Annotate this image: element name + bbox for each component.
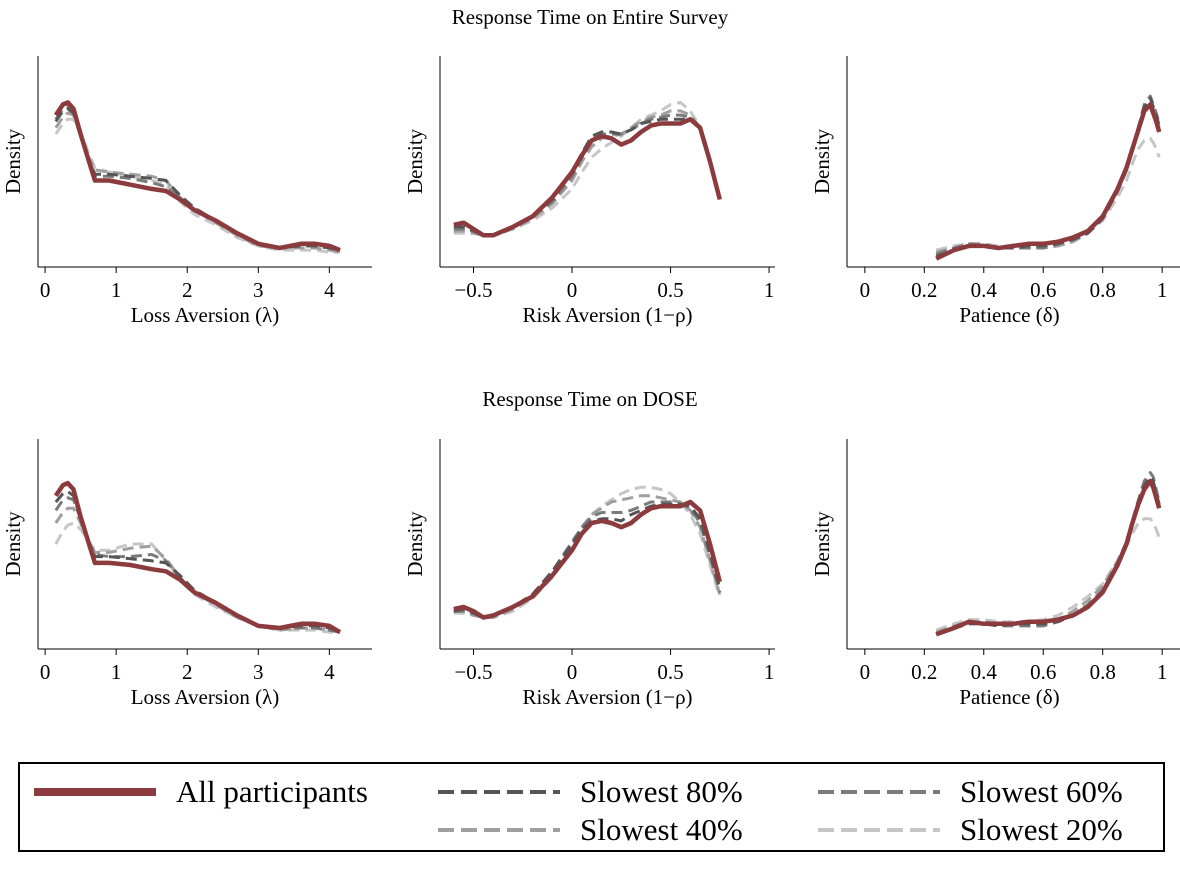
density-panel-0-1: −0.5 0 0.5 1 Risk Aversion (1−ρ) Density xyxy=(403,56,775,327)
legend: All participants Slowest 80% Slowest 60%… xyxy=(18,762,1165,852)
x-tick-label: 1 xyxy=(764,660,775,684)
x-tick-label: 1 xyxy=(1157,278,1168,302)
series-line-s40 xyxy=(935,479,1161,634)
x-tick-label: 4 xyxy=(324,660,335,684)
legend-swatch-all xyxy=(34,788,156,796)
series-line-s60 xyxy=(54,496,341,634)
series-line-s20 xyxy=(935,136,1161,252)
x-tick-label: 3 xyxy=(253,278,264,302)
series-line-all xyxy=(935,102,1162,261)
x-tick-label: 2 xyxy=(182,278,193,302)
x-tick-label: 4 xyxy=(324,278,335,302)
x-tick-label: 0 xyxy=(860,278,871,302)
x-tick-label: 0.4 xyxy=(971,660,998,684)
y-axis-label: Density xyxy=(403,128,427,194)
x-tick-label: 0.8 xyxy=(1090,278,1116,302)
series-line-all xyxy=(453,117,722,238)
series-line-s20 xyxy=(54,117,340,254)
series-line-s40 xyxy=(453,109,722,237)
x-tick-label: 0.2 xyxy=(911,660,937,684)
x-tick-label: 2 xyxy=(182,660,193,684)
x-tick-label: 0.5 xyxy=(657,278,683,302)
x-tick-label: 1 xyxy=(764,278,775,302)
series-line-s60 xyxy=(453,113,722,237)
x-tick-label: 1 xyxy=(1157,660,1168,684)
density-panels: 0 1 2 3 4 Loss Aversion (λ) Density −0.5 0 0.5 1 Ri… xyxy=(1,56,1180,709)
legend-swatch-s80 xyxy=(438,790,560,794)
x-axis-label: Risk Aversion (1−ρ) xyxy=(522,685,692,709)
x-tick-label: 0.4 xyxy=(971,278,998,302)
x-axis-label: Risk Aversion (1−ρ) xyxy=(522,303,692,327)
legend-swatch-s40 xyxy=(438,828,560,832)
series-line-s20 xyxy=(935,517,1161,632)
x-tick-label: 0 xyxy=(40,278,51,302)
series-line-s80 xyxy=(935,96,1161,258)
row-title-dose: Response Time on DOSE xyxy=(482,387,698,411)
series-line-all xyxy=(935,478,1162,637)
x-axis-label: Patience (δ) xyxy=(959,685,1059,709)
x-tick-label: 0.8 xyxy=(1090,660,1116,684)
density-panel-1-1: −0.5 0 0.5 1 Risk Aversion (1−ρ) Density xyxy=(403,439,775,709)
legend-item-s60: Slowest 60% xyxy=(818,772,1123,812)
x-tick-label: 0 xyxy=(567,278,578,302)
y-axis-label: Density xyxy=(1,128,25,194)
legend-label-s20: Slowest 20% xyxy=(960,812,1123,847)
series-line-all xyxy=(453,499,722,620)
series-line-all xyxy=(53,480,342,635)
x-axis-label: Loss Aversion (λ) xyxy=(131,685,280,709)
legend-label-s40: Slowest 40% xyxy=(580,812,743,847)
x-tick-label: 0 xyxy=(567,660,578,684)
series-line-all xyxy=(53,100,341,253)
y-axis-label: Density xyxy=(810,128,834,194)
y-axis-label: Density xyxy=(810,511,834,577)
x-tick-label: −0.5 xyxy=(454,660,492,684)
series-line-s40 xyxy=(935,100,1161,254)
row-title-entire-survey: Response Time on Entire Survey xyxy=(451,5,729,29)
y-axis-label: Density xyxy=(1,511,25,577)
x-tick-label: 1 xyxy=(111,278,122,302)
legend-label-s80: Slowest 80% xyxy=(580,774,743,809)
series-line-s80 xyxy=(935,475,1161,636)
x-tick-label: 0.6 xyxy=(1030,278,1056,302)
x-tick-label: 0.6 xyxy=(1030,660,1056,684)
x-axis-label: Patience (δ) xyxy=(959,303,1059,327)
x-tick-label: 0.5 xyxy=(657,660,683,684)
series-line-s40 xyxy=(453,494,722,619)
legend-label-all: All participants xyxy=(176,774,368,809)
x-tick-label: 0.2 xyxy=(911,278,937,302)
density-panel-0-2: 0 0.2 0.4 0.6 0.8 1 Patience (δ) Density xyxy=(810,56,1180,327)
legend-item-s20: Slowest 20% xyxy=(818,810,1123,850)
series-line-s60 xyxy=(935,471,1161,636)
x-tick-label: −0.5 xyxy=(454,278,492,302)
density-panel-1-0: 0 1 2 3 4 Loss Aversion (λ) Density xyxy=(1,439,372,709)
legend-item-s80: Slowest 80% xyxy=(438,772,743,812)
legend-label-s60: Slowest 60% xyxy=(960,774,1123,809)
legend-item-s40: Slowest 40% xyxy=(438,810,743,850)
legend-item-all: All participants xyxy=(34,772,368,812)
x-tick-label: 1 xyxy=(111,660,122,684)
series-line-s20 xyxy=(54,521,340,634)
x-tick-label: 0 xyxy=(40,660,51,684)
series-line-s80 xyxy=(453,117,722,237)
x-axis-label: Loss Aversion (λ) xyxy=(131,303,280,327)
density-panel-1-2: 0 0.2 0.4 0.6 0.8 1 Patience (δ) Density xyxy=(810,439,1180,709)
density-panel-0-0: 0 1 2 3 4 Loss Aversion (λ) Density xyxy=(1,56,372,327)
legend-swatch-s60 xyxy=(818,790,940,794)
legend-swatch-s20 xyxy=(818,828,940,832)
y-axis-label: Density xyxy=(403,511,427,577)
x-tick-label: 0 xyxy=(860,660,871,684)
series-line-s40 xyxy=(54,506,341,634)
x-tick-label: 3 xyxy=(253,660,264,684)
